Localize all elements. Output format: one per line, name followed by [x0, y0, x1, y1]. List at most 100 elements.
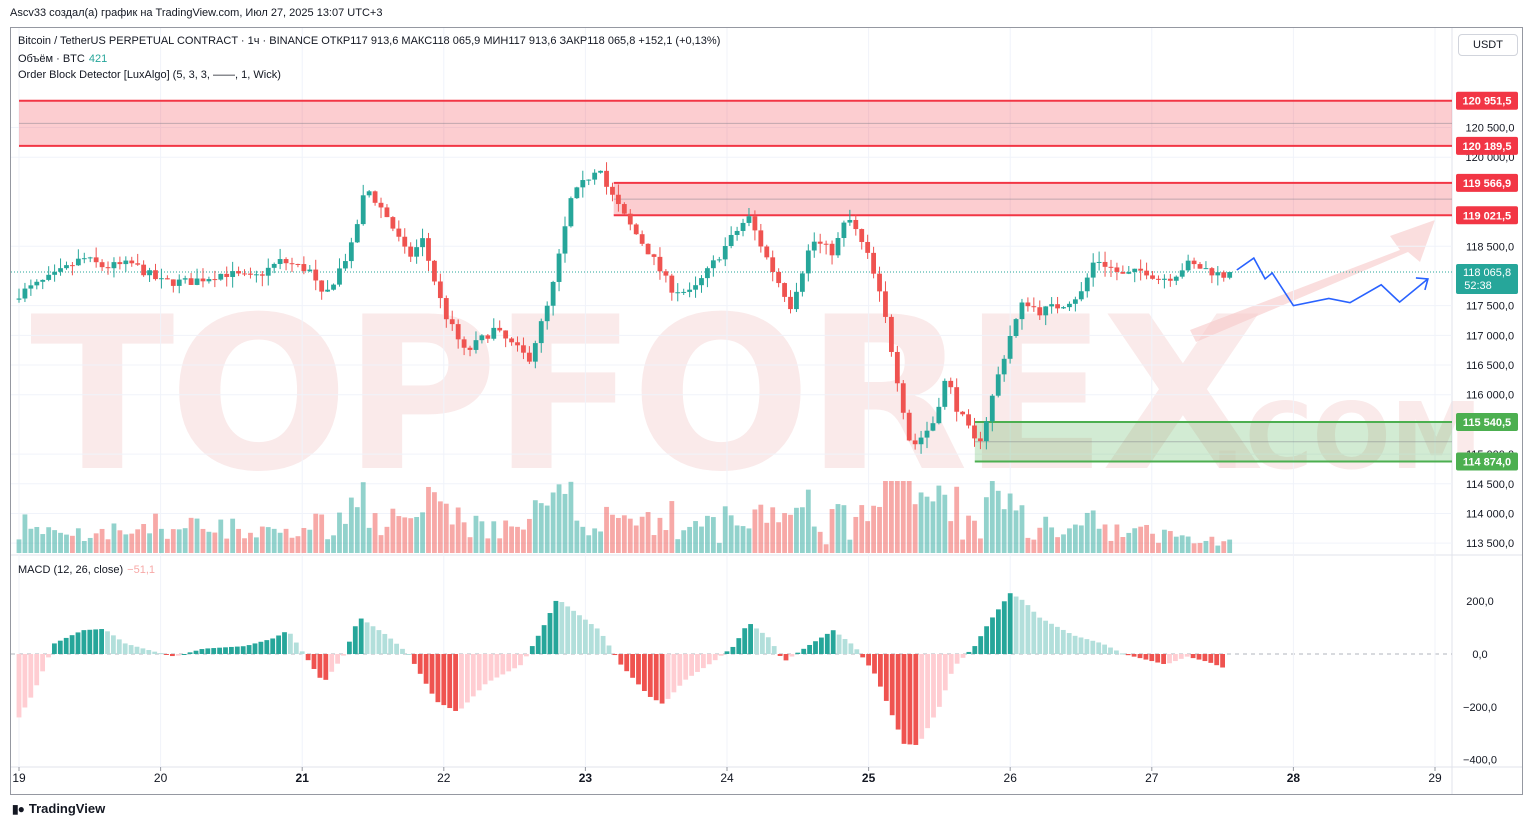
volume-bar: [1055, 537, 1060, 553]
bull-candle: [307, 269, 313, 272]
bear-candle: [467, 347, 473, 350]
volume-bar: [331, 535, 336, 553]
time-tick-label: 23: [579, 771, 593, 785]
volume-legend-value: 421: [88, 53, 108, 65]
macd-bar: [134, 646, 140, 654]
macd-bar: [1078, 637, 1084, 654]
volume-bar: [983, 497, 989, 553]
bull-candle: [1203, 268, 1209, 270]
bull-candle: [182, 278, 188, 280]
volume-bar: [912, 504, 918, 553]
macd-bar: [583, 619, 588, 654]
macd-bar: [1184, 654, 1190, 657]
macd-bar: [1025, 605, 1031, 654]
bear-candle: [408, 246, 414, 257]
time-tick-label: 19: [12, 771, 26, 785]
price-tick-label: 117 500,0: [1466, 301, 1514, 313]
bear-candle: [633, 224, 639, 235]
macd-legend[interactable]: MACD (12, 26, close) −51,1: [18, 564, 155, 576]
volume-bar: [1150, 533, 1155, 553]
bear-candle: [455, 324, 461, 340]
volume-bar: [64, 534, 69, 553]
currency-button[interactable]: USDT: [1458, 34, 1518, 56]
bull-candle: [40, 279, 46, 282]
volume-bar: [1227, 539, 1233, 553]
indicator-legend[interactable]: Order Block Detector [LuxAlgo] (5, 3, 3,…: [18, 69, 281, 81]
macd-bar: [1108, 647, 1113, 654]
macd-bar: [547, 613, 553, 654]
time-tick-label: 26: [1004, 771, 1018, 785]
macd-bar: [181, 654, 187, 655]
volume-bar: [835, 504, 841, 553]
volume-bar: [1031, 539, 1037, 553]
macd-bar: [630, 654, 635, 678]
macd-bar: [937, 654, 942, 707]
volume-bar: [1161, 529, 1167, 553]
bull-candle: [1132, 268, 1138, 272]
macd-bar: [883, 654, 889, 701]
price-label-text: 120 951,5: [1463, 96, 1512, 108]
macd-bar: [441, 654, 447, 706]
symbol-legend[interactable]: Bitcoin / TetherUS PERPETUAL CONTRACT · …: [18, 35, 721, 47]
volume-bar: [734, 525, 740, 553]
bear-candle: [212, 279, 218, 281]
bear-candle: [378, 202, 384, 208]
macd-bar: [16, 654, 22, 718]
bear-candle: [823, 243, 829, 245]
volume-bar: [129, 533, 135, 553]
bull-candle: [847, 219, 853, 223]
volume-bar: [70, 535, 75, 553]
bull-candle: [936, 406, 942, 424]
bull-candle: [22, 288, 28, 299]
volume-bar: [313, 513, 319, 553]
bull-candle: [1061, 307, 1066, 309]
bear-candle: [758, 230, 764, 247]
macd-bar: [352, 626, 358, 654]
volume-bar: [1078, 525, 1084, 553]
bull-candle: [1078, 291, 1084, 300]
volume-bar: [58, 532, 63, 553]
bear-candle: [224, 273, 230, 277]
macd-bar: [966, 651, 972, 654]
bull-candle: [159, 278, 164, 280]
macd-tick-label: −400,0: [1463, 755, 1497, 767]
macd-bar: [996, 609, 1001, 654]
macd-bar: [689, 654, 694, 676]
macd-bar: [57, 640, 63, 654]
volume-bar: [301, 527, 307, 553]
bear-candle: [752, 216, 758, 231]
bull-candle: [1067, 303, 1072, 308]
macd-bar: [907, 654, 913, 745]
volume-bar: [841, 505, 847, 553]
bear-candle: [616, 194, 621, 205]
axes: 120 500,0 120 000,0 118 500,0 117 500,0 117 …: [12, 123, 1514, 786]
volume-bar: [455, 507, 461, 553]
volume-bar: [212, 532, 218, 553]
macd-bar: [205, 648, 211, 654]
price-tick-label: 116 000,0: [1466, 390, 1514, 402]
price-tick-label: 113 500,0: [1466, 538, 1514, 550]
bull-candle: [918, 437, 924, 445]
volume-bar: [87, 537, 93, 553]
volume-legend[interactable]: Объём · BTC 421: [18, 53, 107, 65]
bull-candle: [491, 327, 497, 339]
volume-bar: [1102, 524, 1108, 553]
volume-bar: [610, 514, 615, 553]
macd-bar: [335, 654, 340, 664]
macd-bar: [116, 639, 122, 654]
bear-candle: [948, 380, 954, 388]
bear-candle: [776, 271, 782, 284]
macd-bar: [317, 654, 323, 678]
macd-bar: [683, 654, 689, 680]
bull-candle: [1126, 271, 1132, 274]
macd-bar: [105, 631, 110, 654]
volume-bar: [354, 507, 360, 553]
volume-bar: [645, 512, 651, 553]
macd-bar: [889, 654, 895, 716]
bear-candle: [99, 262, 105, 268]
volume-bar: [503, 520, 509, 553]
time-tick-label: 22: [437, 771, 451, 785]
macd-bar: [22, 654, 28, 708]
tradingview-brand[interactable]: ▮● TradingView: [12, 801, 105, 816]
